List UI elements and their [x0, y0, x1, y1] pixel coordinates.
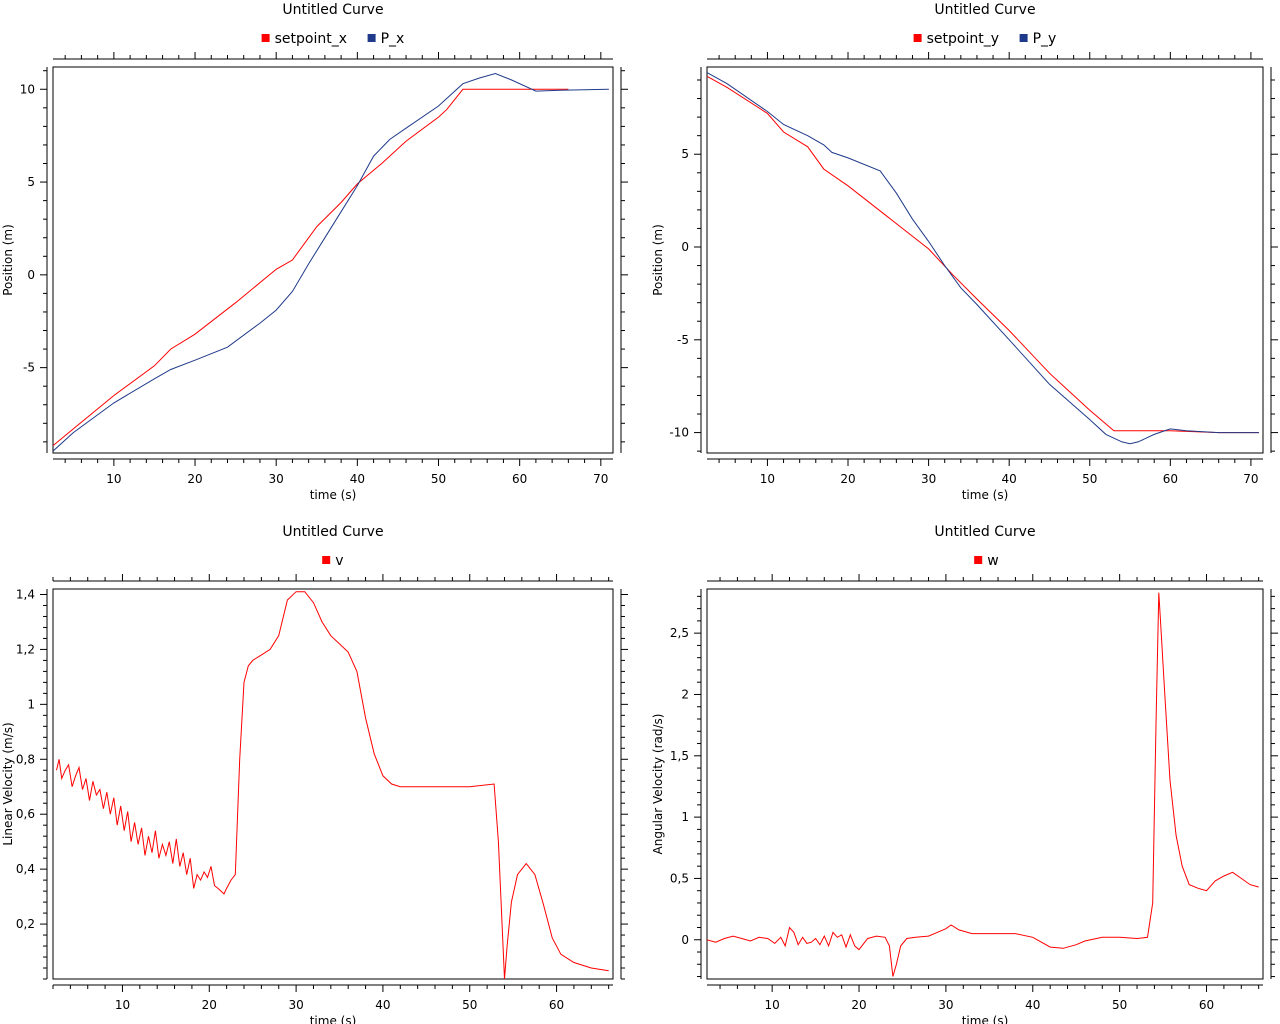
legend-swatch-setpoint_x	[261, 34, 270, 42]
x-tick-label: 10	[765, 998, 780, 1012]
y-tick-label: 1,4	[16, 587, 35, 601]
x-tick-label: 20	[187, 472, 202, 486]
chart-title: Untitled Curve	[934, 524, 1035, 540]
plot-frame	[52, 588, 614, 980]
y-tick-label: 0,6	[16, 807, 35, 821]
x-tick-label: 30	[288, 998, 303, 1012]
axes	[40, 52, 628, 466]
x-tick-label: 10	[115, 998, 130, 1012]
chart-title: Untitled Curve	[282, 524, 383, 540]
plot-frame	[706, 66, 1264, 454]
x-tick-label: 40	[1025, 998, 1040, 1012]
y-tick-label: 2	[681, 687, 689, 701]
x-tick-label: 10	[106, 472, 121, 486]
legend-swatch-P_x	[367, 34, 376, 42]
x-tick-label: 20	[840, 472, 855, 486]
x-tick-label: 40	[1002, 472, 1017, 486]
x-tick-label: 30	[269, 472, 284, 486]
series-line-setpoint_y	[707, 75, 1259, 434]
y-tick-label: 0,4	[16, 862, 35, 876]
y-tick-label: -5	[677, 333, 689, 347]
y-tick-label: 0	[681, 933, 689, 947]
x-tick-label: 40	[375, 998, 390, 1012]
x-tick-label: 40	[350, 472, 365, 486]
legend-label-setpoint_x: setpoint_x	[275, 31, 347, 47]
y-axis-label: Linear Velocity (m/s)	[1, 722, 15, 845]
series-line-setpoint_x	[53, 88, 569, 446]
y-axis-label: Position (m)	[1, 224, 15, 296]
legend: w	[974, 553, 999, 569]
series-line-P_y	[707, 72, 1259, 445]
x-tick-label: 10	[760, 472, 775, 486]
y-tick-label: 1	[681, 810, 689, 824]
y-tick-label: 1	[27, 697, 35, 711]
axes	[694, 574, 1278, 992]
legend-label-P_y: P_y	[1033, 31, 1057, 47]
x-tick-label: 30	[921, 472, 936, 486]
axes	[40, 574, 628, 992]
x-tick-label: 50	[1112, 998, 1127, 1012]
plot-frame	[52, 66, 614, 454]
y-tick-label: 5	[27, 175, 35, 189]
legend-label-P_x: P_x	[381, 31, 405, 47]
chart-title: Untitled Curve	[934, 2, 1035, 18]
y-tick-label: 0,2	[16, 917, 35, 931]
series-line-P_x	[53, 72, 609, 452]
y-tick-label: 1,2	[16, 642, 35, 656]
x-tick-label: 60	[512, 472, 527, 486]
x-tick-label: 20	[851, 998, 866, 1012]
y-tick-label: -10	[669, 426, 689, 440]
y-tick-label: 10	[20, 82, 35, 96]
series-line-v	[56, 591, 609, 979]
legend-label-w: w	[987, 553, 998, 569]
x-tick-label: 50	[431, 472, 446, 486]
x-tick-label: 20	[202, 998, 217, 1012]
x-tick-label: 50	[1082, 472, 1097, 486]
legend: setpoint_x P_x	[261, 31, 405, 47]
legend-swatch-v	[322, 556, 331, 564]
y-tick-label: 0,5	[670, 871, 689, 885]
plot-frame	[706, 588, 1264, 980]
x-axis-label: time (s)	[962, 488, 1009, 502]
x-axis-label: time (s)	[962, 1014, 1009, 1024]
legend-label-v: v	[335, 553, 343, 569]
x-tick-label: 70	[1243, 472, 1258, 486]
y-tick-label: 0	[681, 240, 689, 254]
x-tick-label: 30	[938, 998, 953, 1012]
y-tick-label: 0	[27, 268, 35, 282]
chart-title: Untitled Curve	[282, 2, 383, 18]
y-tick-label: -5	[23, 361, 35, 375]
y-axis-label: Position (m)	[651, 224, 665, 296]
legend: v	[322, 553, 343, 569]
x-tick-label: 70	[593, 472, 608, 486]
series-line-w	[707, 592, 1259, 977]
x-tick-label: 60	[1199, 998, 1214, 1012]
legend: setpoint_y P_y	[913, 31, 1057, 47]
y-tick-label: 2,5	[670, 626, 689, 640]
axes	[694, 52, 1278, 466]
legend-swatch-w	[974, 556, 983, 564]
y-tick-label: 0,8	[16, 752, 35, 766]
x-axis-label: time (s)	[310, 1014, 357, 1024]
x-axis-label: time (s)	[310, 488, 357, 502]
chart-linear-velocity: Untitled Curve v 10 20 30 40 50 60 0,2 0,4 0,6 0,8 1…	[1, 524, 628, 1024]
y-tick-label: 1,5	[670, 749, 689, 763]
y-tick-label: 5	[681, 147, 689, 161]
x-tick-label: 60	[549, 998, 564, 1012]
x-tick-label: 50	[462, 998, 477, 1012]
legend-label-setpoint_y: setpoint_y	[927, 31, 999, 47]
legend-swatch-P_y	[1019, 34, 1028, 42]
x-tick-label: 60	[1163, 472, 1178, 486]
y-axis-label: Angular Velocity (rad/s)	[651, 714, 665, 855]
chart-angular-velocity: Untitled Curve w 10 20 30 40 50 60 0 0,5 1 1,5 2 2,5 t…	[651, 524, 1278, 1024]
legend-swatch-setpoint_y	[913, 34, 922, 42]
